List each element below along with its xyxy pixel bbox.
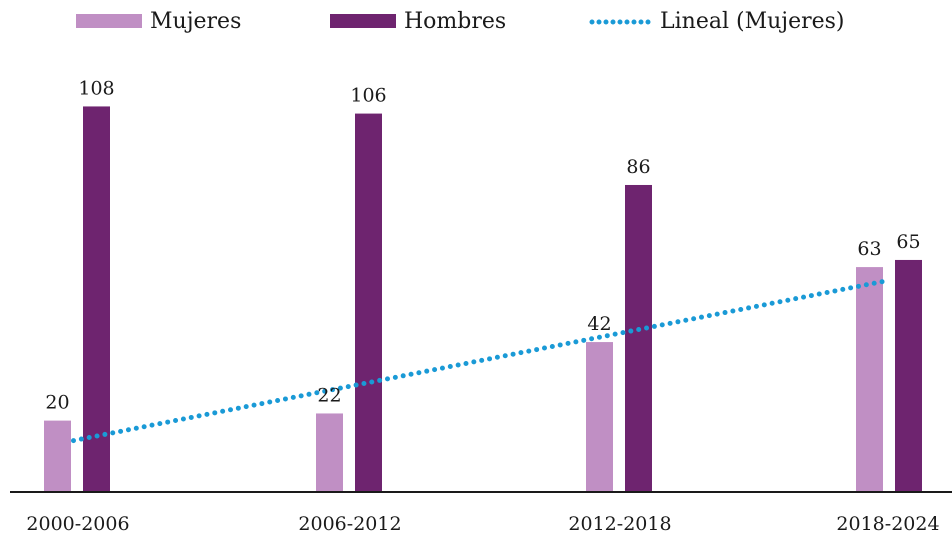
value-labels: 20 22 42 63 108 106 86 65: [45, 77, 920, 413]
value-label-mujeres-2000-2006: 20: [45, 392, 69, 414]
legend-label-trendline: Lineal (Mujeres): [660, 9, 845, 34]
legend-label-hombres: Hombres: [404, 9, 506, 34]
bar-mujeres-2012-2018: [586, 342, 613, 492]
bar-hombres-2018-2024: [895, 259, 922, 492]
trendline-layer: [71, 278, 888, 444]
legend-label-mujeres: Mujeres: [150, 9, 241, 34]
legend-swatch-mujeres: [76, 14, 142, 28]
bar-mujeres-2018-2024: [856, 267, 883, 492]
x-tick-label-2000-2006: 2000-2006: [26, 513, 129, 533]
bar-hombres-2012-2018: [625, 184, 652, 493]
bars: [44, 106, 922, 493]
legend: Mujeres Hombres Lineal (Mujeres): [76, 9, 845, 34]
bar-mujeres-2006-2012: [316, 413, 343, 492]
trendline-mujeres: [71, 278, 888, 444]
legend-swatch-hombres: [330, 14, 396, 28]
x-axis: 2000-2006 2006-2012 2012-2018 2018-2024: [10, 491, 952, 533]
bar-hombres-2006-2012: [355, 113, 382, 492]
value-label-mujeres-2018-2024: 63: [857, 238, 881, 260]
value-label-hombres-2018-2024: 65: [896, 231, 920, 253]
value-label-hombres-2000-2006: 108: [78, 77, 114, 99]
x-tick-label-2018-2024: 2018-2024: [836, 513, 939, 533]
bar-mujeres-2000-2006: [44, 420, 71, 492]
x-tick-label-2012-2018: 2012-2018: [568, 513, 671, 533]
bar-hombres-2000-2006: [83, 106, 110, 492]
value-label-hombres-2012-2018: 86: [626, 156, 650, 178]
value-label-hombres-2006-2012: 106: [350, 85, 386, 107]
value-label-mujeres-2006-2012: 22: [317, 384, 341, 406]
value-label-mujeres-2012-2018: 42: [587, 313, 611, 335]
x-tick-label-2006-2012: 2006-2012: [298, 513, 401, 533]
